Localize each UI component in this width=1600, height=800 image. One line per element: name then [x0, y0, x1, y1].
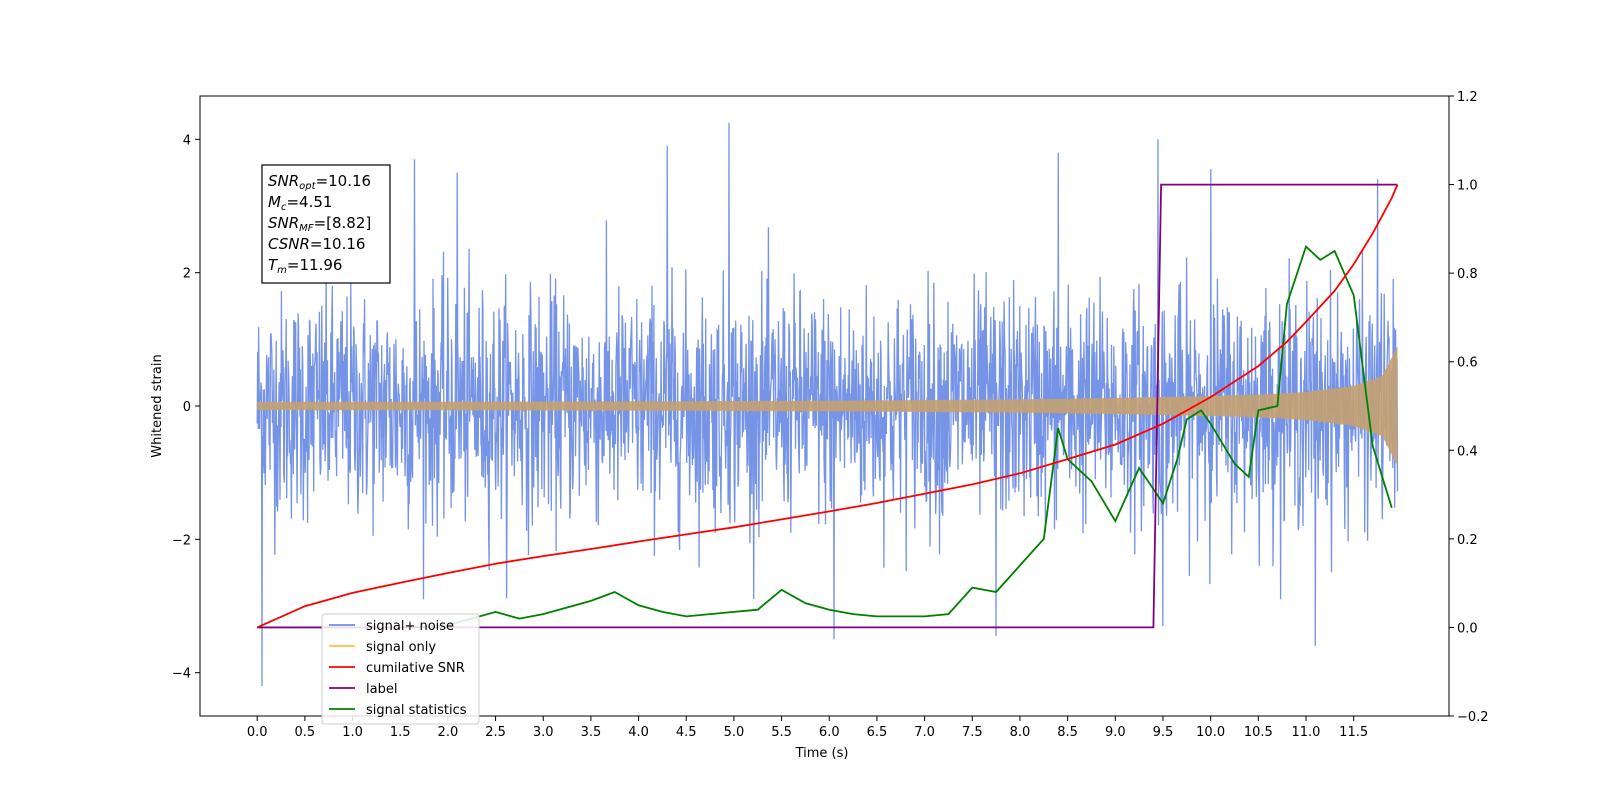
x-tick-label: 8.5: [1057, 725, 1078, 740]
x-tick-label: 2.5: [485, 725, 506, 740]
x-tick-label: 4.5: [676, 725, 697, 740]
annotation-box-frame: [261, 164, 391, 284]
y2-tick-label: 0.0: [1457, 621, 1478, 636]
x-tick-label: 0.5: [295, 725, 316, 740]
y2-tick-label: 0.4: [1457, 444, 1478, 459]
y2-tick-label: 1.0: [1457, 179, 1478, 194]
y2-tick-label: 0.2: [1457, 533, 1478, 548]
y2-tick-label: 0.6: [1457, 356, 1478, 371]
y2-tick-label: 0.8: [1457, 267, 1478, 282]
legend-frame: [321, 613, 480, 725]
annotation-line: SNRopt=10.16: [268, 172, 371, 192]
series-cumulative-snr-line: [256, 184, 1399, 629]
x-tick-label: 4.0: [628, 725, 649, 740]
x-tick-label: 9.5: [1153, 725, 1174, 740]
x-axis: 0.0 0.5 1.0 1.5 2.0 2.5 3.0 3.5 4.0 4.5 5.0 5.5 6.0 6…: [247, 716, 1368, 740]
annotation-line: CSNR=10.16: [268, 235, 365, 253]
legend-label: signal only: [366, 640, 436, 655]
legend-label: signal statistics: [366, 703, 467, 718]
x-tick-label: 10.5: [1244, 725, 1273, 740]
x-tick-label: 11.0: [1292, 725, 1321, 740]
y2-tick-label: −0.2: [1457, 710, 1489, 725]
y-axis-left: −4 −2 0 2 4: [172, 133, 200, 682]
annotation-line: Tm=11.96: [268, 256, 342, 276]
y-tick-label: −2: [172, 533, 191, 548]
x-tick-label: 5.0: [724, 725, 745, 740]
x-tick-label: 3.0: [533, 725, 554, 740]
x-tick-label: 6.0: [819, 725, 840, 740]
legend: signal+ noise signal only cumilative SNR la…: [321, 613, 480, 725]
series-signal-only-band: [257, 346, 1398, 466]
legend-label: cumilative SNR: [366, 661, 465, 676]
x-tick-label: 10.0: [1196, 725, 1225, 740]
legend-label: label: [366, 682, 397, 697]
series-signal-statistics-line: [257, 244, 1393, 629]
x-tick-label: 6.5: [867, 725, 888, 740]
annotation-line: Mc=4.51: [268, 193, 332, 213]
x-tick-label: 7.5: [962, 725, 983, 740]
annotation-line: SNRMF=[8.82]: [268, 214, 371, 234]
y-tick-label: 2: [183, 267, 191, 282]
x-tick-label: 5.5: [771, 725, 792, 740]
x-tick-label: 9.0: [1105, 725, 1126, 740]
y-tick-label: 4: [183, 133, 191, 148]
y-tick-label: 0: [183, 400, 191, 415]
x-tick-label: 1.5: [390, 725, 411, 740]
parameter-annotation-box: SNRopt=10.16Mc=4.51SNRMF=[8.82]CSNR=10.1…: [261, 164, 391, 284]
x-axis-label: Time (s): [795, 746, 849, 761]
y2-tick-label: 1.2: [1457, 90, 1478, 105]
legend-label: signal+ noise: [366, 619, 454, 634]
x-tick-label: 1.0: [342, 725, 363, 740]
x-tick-label: 11.5: [1339, 725, 1368, 740]
y-axis-label: Whitened strain: [150, 354, 165, 457]
plot-area: [256, 122, 1399, 687]
x-tick-label: 2.0: [438, 725, 459, 740]
y-tick-label: −4: [172, 667, 191, 682]
x-tick-label: 3.5: [581, 725, 602, 740]
x-tick-label: 7.0: [914, 725, 935, 740]
x-tick-label: 8.0: [1010, 725, 1031, 740]
y-axis-right: −0.2 0.0 0.2 0.4 0.6 0.8 1.0 1.2: [1449, 90, 1489, 725]
x-tick-label: 0.0: [247, 725, 268, 740]
series-label-line: [257, 183, 1398, 629]
